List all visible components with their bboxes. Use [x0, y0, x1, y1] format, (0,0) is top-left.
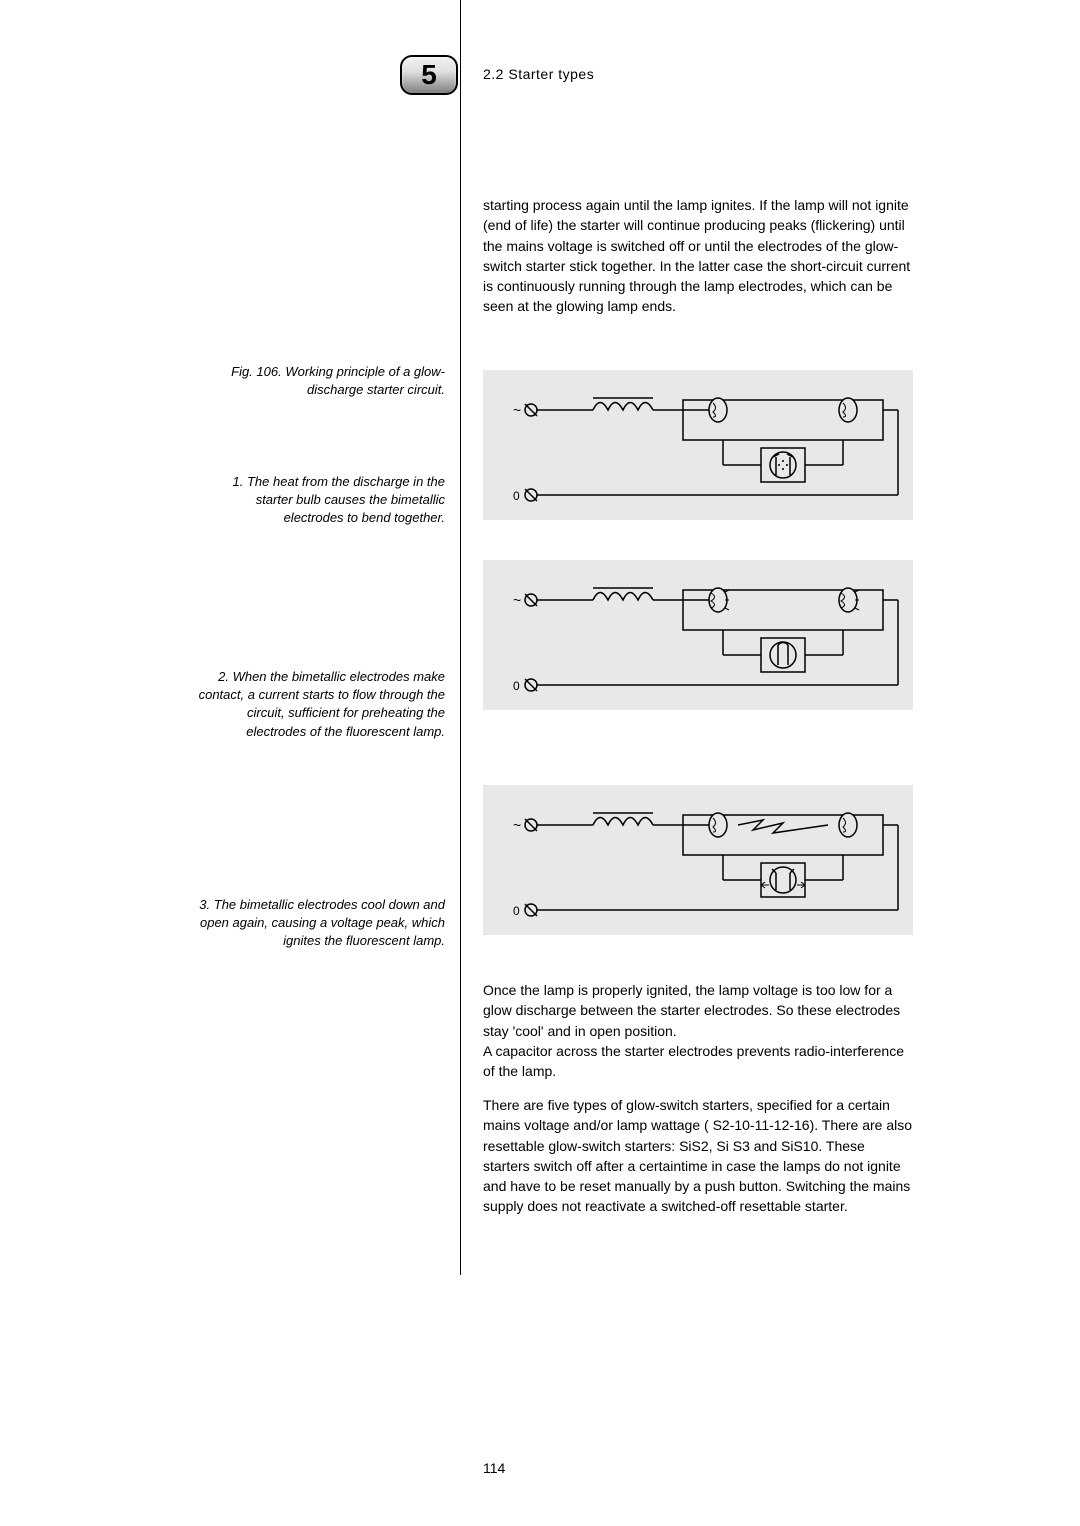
column-divider: [460, 0, 461, 1275]
svg-text:0: 0: [513, 679, 520, 693]
body-paragraph-2: Once the lamp is properly ignited, the l…: [483, 980, 913, 1081]
svg-text:0: 0: [513, 904, 520, 918]
svg-text:~: ~: [513, 402, 521, 418]
step-caption-1: 1. The heat from the discharge in the st…: [195, 473, 445, 528]
body-paragraph-3: There are five types of glow-switch star…: [483, 1095, 913, 1217]
page: 5 2.2 Starter types starting process aga…: [0, 0, 1080, 1526]
circuit-diagram-step1: ~ 0: [483, 370, 913, 520]
section-title: 2.2 Starter types: [483, 66, 594, 82]
circuit-diagram-step2: ~ 0: [483, 560, 913, 710]
figure-caption: Fig. 106. Working principle of a glow-di…: [195, 363, 445, 399]
body-paragraph-1: starting process again until the lamp ig…: [483, 195, 913, 317]
svg-text:~: ~: [513, 592, 521, 608]
step-caption-3: 3. The bimetallic electrodes cool down a…: [195, 896, 445, 951]
page-number: 114: [483, 1460, 505, 1476]
chapter-badge: 5: [400, 55, 458, 95]
step-caption-2: 2. When the bimetallic electrodes make c…: [195, 668, 445, 741]
chapter-number: 5: [421, 59, 437, 91]
svg-text:0: 0: [513, 489, 520, 503]
svg-text:~: ~: [513, 817, 521, 833]
circuit-diagram-step3: ~ 0: [483, 785, 913, 935]
